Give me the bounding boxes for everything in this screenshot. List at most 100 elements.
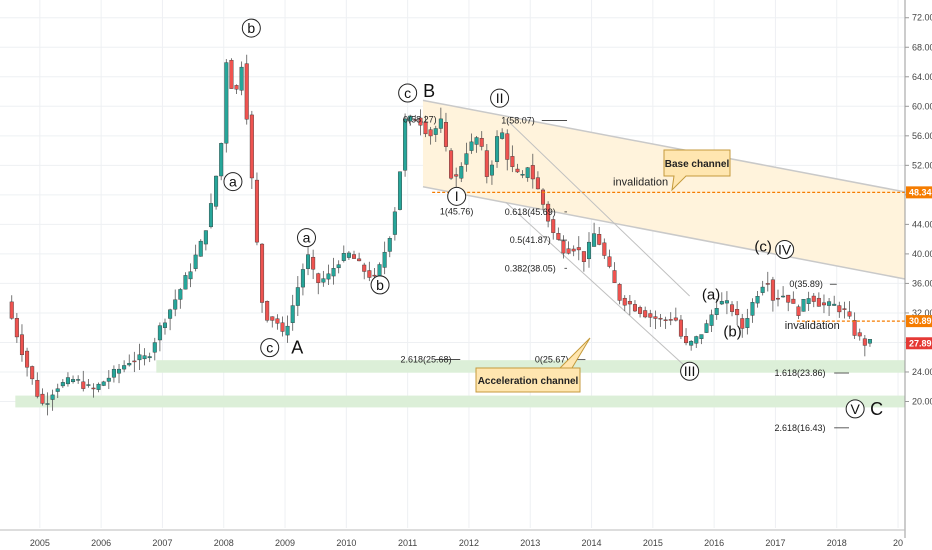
callout-accel-bg [475,337,591,393]
candle-body [152,342,157,353]
candle-body [244,63,249,120]
wave-label-roman: V [850,401,860,417]
candle-body [433,128,438,135]
x-tick-label: 2018 [827,538,847,548]
candle-body [127,363,132,366]
callout-base-text: Base channel [665,159,730,170]
wave-label-roman-circle [845,399,865,419]
fib-label: 2.618(25.68) [401,355,452,365]
candle-body [765,283,770,285]
candle-body [81,381,86,389]
candle-body [740,318,745,329]
candle-body [382,251,387,268]
candle-body [280,322,285,332]
x-tick-label: 2012 [459,538,479,548]
candle-body [331,268,336,277]
candle-body [638,307,643,314]
x-tick-label: 2005 [30,538,50,548]
candle-body [346,252,351,258]
callout-accel-text: Acceleration channel [478,376,579,387]
candle-body [668,319,673,321]
candle-body [811,295,816,302]
candle-body [622,297,627,306]
candle-body [852,320,857,336]
fib-label: 1(45.76) [440,206,474,216]
price-label: 48.34 [906,186,932,199]
wave-label-roman: I [455,188,459,204]
fib-label: 1.618(23.86) [774,368,825,378]
candle-body [234,85,239,90]
invalidation-label: invalidation [613,176,668,188]
candle-body [438,118,443,129]
candle-body [459,166,464,179]
candle-body [510,156,515,167]
candle-body [857,332,862,337]
candle-body [443,122,448,147]
y-tick-label: 44.00 [912,219,932,229]
wave-label-minor: c [404,85,411,101]
candle-body [285,325,290,336]
y-tick-label: 72.00 [912,13,932,23]
candle-body [586,241,591,260]
wave-label-minor-circle [398,83,418,103]
candle-body [9,301,14,319]
candle-body [362,264,367,272]
candle-body [203,230,208,245]
candle-body [352,254,357,259]
fib-label: 0.382(38.05) [505,263,556,273]
price-label-text: 27.89 [909,338,932,348]
candle-body [50,394,55,400]
y-tick-label: 68.00 [912,42,932,52]
candle-body [316,273,321,283]
candle-body [847,311,852,317]
candle-body [45,403,50,405]
candle-body [520,174,525,176]
candle-body [837,305,842,313]
candle-body [500,132,505,139]
wave-label-major: C [870,399,883,419]
price-label-text: 30.89 [909,316,932,326]
y-tick-label: 32.00 [912,308,932,318]
wave-label-minor: a [229,173,237,189]
candle-body [208,203,213,228]
candle-body [321,278,326,283]
candle-body [40,393,45,404]
candle-body [229,59,234,89]
y-tick-label: 40.00 [912,249,932,259]
support-zones [15,360,905,408]
x-tick-label: 20 [893,538,903,548]
candle-body [300,269,305,288]
fib-label: 0.5(41.87) [510,235,551,245]
candle-body [260,243,265,303]
callout-base-bg [663,149,731,192]
candle-body [592,233,597,247]
y-tick-label: 36.00 [912,278,932,288]
candle-body [678,319,683,337]
candle-body [643,310,648,318]
candle-body [755,296,760,304]
candle-body [183,275,188,290]
wave-label-minor: b [376,277,384,293]
candle-body [290,305,295,323]
candle-body [76,379,81,381]
candle-body [86,384,91,386]
wave-label-intermediate: (a) [702,286,720,303]
candle-body [168,309,173,319]
x-tick-label: 2007 [152,538,172,548]
wave-label-intermediate: (c) [754,239,772,256]
candle-body [786,294,791,303]
candle-body [306,254,311,269]
candle-body [428,129,433,137]
candle-body [101,381,106,386]
candle-body [689,341,694,346]
candle-body [576,247,581,251]
candle-body [60,382,65,387]
fib-label: 1(58.07) [501,116,535,126]
wave-label-minor: b [247,20,255,36]
candle-body [188,271,193,280]
candle-body [791,298,796,304]
candle-body [326,273,331,280]
candle-body [489,164,494,176]
candle-body [474,137,479,145]
